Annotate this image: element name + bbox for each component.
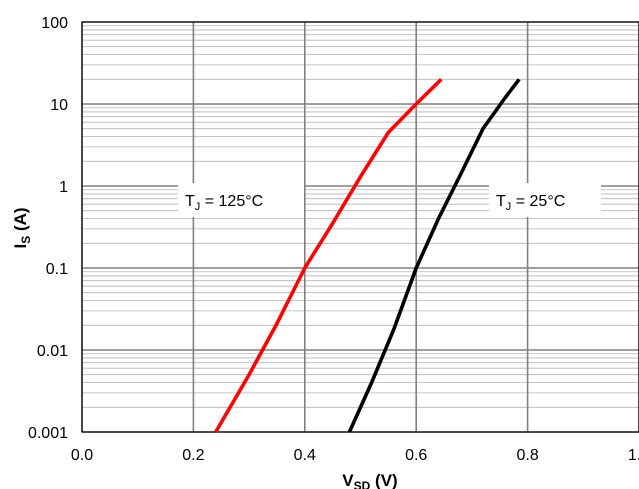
x-tick-label: 0.4 xyxy=(294,447,316,464)
y-tick-label: 100 xyxy=(41,15,68,32)
annotation-125c-box xyxy=(178,183,304,217)
annotation-25c: TJ = 25°C xyxy=(489,183,601,217)
series-line-125c xyxy=(214,78,443,433)
series-line-25c xyxy=(347,78,521,433)
x-tick-label: 0.2 xyxy=(182,447,204,464)
y-axis-title: IS (A) xyxy=(11,207,33,248)
y-tick-label: 0.01 xyxy=(37,343,68,360)
plot-area-border xyxy=(81,21,639,433)
x-axis-ticks: 0.0 0.2 0.4 0.6 0.8 1.0 xyxy=(71,447,639,464)
y-tick-label: 10 xyxy=(50,97,68,114)
x-tick-label: 1.0 xyxy=(628,447,639,464)
annotation-125c: TJ = 125°C xyxy=(178,183,304,217)
x-tick-label: 0.6 xyxy=(405,447,427,464)
y-tick-label: 1 xyxy=(59,179,68,196)
x-axis-title: VSD (V) xyxy=(342,471,397,489)
annotation-25c-text: TJ = 25°C xyxy=(496,193,565,213)
annotation-125c-text: TJ = 125°C xyxy=(185,193,263,213)
x-tick-label: 0.8 xyxy=(516,447,538,464)
y-tick-label: 0.1 xyxy=(46,261,68,278)
y-tick-label: 0.001 xyxy=(28,425,68,442)
x-tick-label: 0.0 xyxy=(71,447,93,464)
series-layer xyxy=(214,78,521,433)
annotation-25c-box xyxy=(489,183,601,217)
y-axis-ticks: 0.001 0.01 0.1 1 10 100 xyxy=(28,15,68,442)
